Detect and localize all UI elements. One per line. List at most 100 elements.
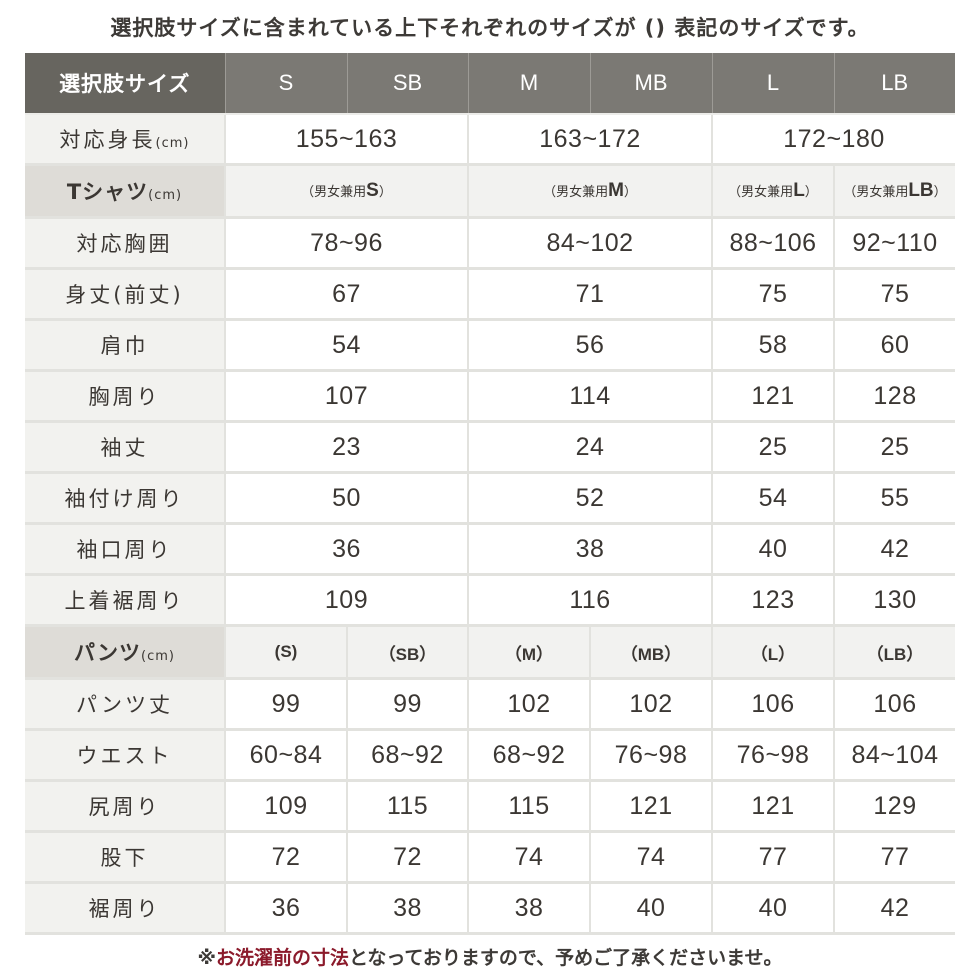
unisex-size-s: （男女兼用S） — [224, 164, 468, 219]
tshirt-section-row: Tシャツ(cm) （男女兼用S） （男女兼用M） （男女兼用L） （男女兼用LB… — [25, 164, 955, 219]
value-cell: 84~102 — [467, 217, 712, 270]
unisex-size: M — [608, 180, 624, 201]
unisex-size: L — [793, 180, 805, 201]
value-cell: 77 — [711, 831, 834, 884]
value-cell: 129 — [833, 780, 955, 833]
unit-label: (cm) — [141, 649, 176, 664]
value-cell: 72 — [224, 831, 347, 884]
value-cell: 92~110 — [833, 217, 955, 270]
size-chart-table: 選択肢サイズ S SB M MB L LB 対応身長(cm) 155~163 1… — [25, 53, 955, 935]
tshirt-row-hem: 上着裾周り 109 116 123 130 — [25, 574, 955, 627]
value-cell: 58 — [711, 319, 834, 372]
unisex-size-l: （男女兼用L） — [711, 164, 834, 219]
pants-row-hip: 尻周り 109 115 115 121 121 129 — [25, 780, 955, 833]
value-cell: 38 — [467, 523, 712, 576]
header-size-s: S — [224, 53, 347, 115]
unisex-suffix: ） — [378, 185, 392, 200]
row-label: 裾周り — [25, 882, 225, 935]
tshirt-row-body-length: 身丈(前丈) 67 71 75 75 — [25, 268, 955, 321]
value-cell: 38 — [467, 882, 590, 935]
value-cell: 71 — [467, 268, 712, 321]
tshirt-row-armhole: 袖付け周り 50 52 54 55 — [25, 472, 955, 525]
value-cell: 60~84 — [224, 729, 347, 782]
pants-size-s: (S) — [224, 625, 347, 680]
pants-row-length: パンツ丈 99 99 102 102 106 106 — [25, 678, 955, 731]
header-size-mb: MB — [589, 53, 712, 115]
value-cell: 55 — [833, 472, 955, 525]
value-cell: 60 — [833, 319, 955, 372]
row-label: 肩巾 — [25, 319, 225, 372]
unisex-suffix: ） — [933, 185, 947, 200]
value-cell: 102 — [589, 678, 712, 731]
value-cell: 115 — [346, 780, 468, 833]
value-cell: 23 — [224, 421, 468, 474]
pants-size-lb: （LB） — [833, 625, 955, 680]
value-cell: 72 — [346, 831, 468, 884]
tshirt-row-chest-range: 対応胸囲 78~96 84~102 88~106 92~110 — [25, 217, 955, 270]
tshirt-row-cuff: 袖口周り 36 38 40 42 — [25, 523, 955, 576]
value-cell: 50 — [224, 472, 468, 525]
row-label-text: 対応身長 — [59, 128, 156, 152]
unisex-prefix: （男女兼用 — [543, 185, 609, 200]
value-cell: 114 — [467, 370, 712, 423]
header-label: 選択肢サイズ — [25, 53, 225, 115]
value-cell: 106 — [711, 678, 834, 731]
value-cell: 54 — [711, 472, 834, 525]
pants-row-hem: 裾周り 36 38 38 40 40 42 — [25, 882, 955, 935]
value-cell: 130 — [833, 574, 955, 627]
value-cell: 56 — [467, 319, 712, 372]
value-cell: 99 — [346, 678, 468, 731]
tshirt-row-sleeve-length: 袖丈 23 24 25 25 — [25, 421, 955, 474]
tshirt-section-label: Tシャツ(cm) — [25, 164, 225, 219]
row-label: 身丈(前丈) — [25, 268, 225, 321]
value-cell: 52 — [467, 472, 712, 525]
value-cell: 68~92 — [346, 729, 468, 782]
pants-row-waist: ウエスト 60~84 68~92 68~92 76~98 76~98 84~10… — [25, 729, 955, 782]
height-value-s: 155~163 — [224, 114, 468, 166]
value-cell: 36 — [224, 523, 468, 576]
value-cell: 42 — [833, 882, 955, 935]
footnote-highlight: お洗濯前の寸法 — [215, 947, 349, 969]
value-cell: 84~104 — [833, 729, 955, 782]
value-cell: 25 — [711, 421, 834, 474]
row-label: 袖口周り — [25, 523, 225, 576]
value-cell: 74 — [589, 831, 712, 884]
value-cell: 74 — [467, 831, 590, 884]
unisex-size: S — [366, 180, 379, 201]
value-cell: 99 — [224, 678, 347, 731]
unisex-suffix: ） — [623, 185, 637, 200]
value-cell: 102 — [467, 678, 590, 731]
pants-section-row: パンツ(cm) (S) （SB） （M） （MB） （L） （LB） — [25, 625, 955, 680]
unisex-prefix: （男女兼用 — [728, 185, 794, 200]
unit-label: (cm) — [155, 136, 190, 151]
value-cell: 75 — [833, 268, 955, 321]
height-row: 対応身長(cm) 155~163 163~172 172~180 — [25, 114, 955, 166]
pants-section-label: パンツ(cm) — [25, 625, 225, 680]
value-cell: 121 — [589, 780, 712, 833]
value-cell: 78~96 — [224, 217, 468, 270]
pants-size-mb: （MB） — [589, 625, 712, 680]
footnote-text: となっておりますので、予めご了承くださいませ。 — [348, 947, 783, 969]
row-label: 尻周り — [25, 780, 225, 833]
unisex-size-m: （男女兼用M） — [467, 164, 712, 219]
value-cell: 68~92 — [467, 729, 590, 782]
value-cell: 75 — [711, 268, 834, 321]
row-label: 股下 — [25, 831, 225, 884]
unisex-prefix: （男女兼用 — [301, 185, 367, 200]
height-value-m: 163~172 — [467, 114, 712, 166]
unisex-size-lb: （男女兼用LB） — [833, 164, 955, 219]
value-cell: 40 — [711, 523, 834, 576]
unisex-prefix: （男女兼用 — [843, 185, 909, 200]
unit-label: (cm) — [148, 188, 183, 203]
value-cell: 36 — [224, 882, 347, 935]
footnote: ※お洗濯前の寸法となっておりますので、予めご了承くださいませ。 — [0, 944, 980, 972]
pants-size-l: （L） — [711, 625, 834, 680]
value-cell: 121 — [711, 370, 834, 423]
unisex-size: LB — [908, 180, 934, 201]
value-cell: 42 — [833, 523, 955, 576]
height-value-l: 172~180 — [711, 114, 955, 166]
row-label: 胸周り — [25, 370, 225, 423]
header-row: 選択肢サイズ S SB M MB L LB — [25, 53, 955, 115]
tshirt-row-chest: 胸周り 107 114 121 128 — [25, 370, 955, 423]
tshirt-row-shoulder-width: 肩巾 54 56 58 60 — [25, 319, 955, 372]
